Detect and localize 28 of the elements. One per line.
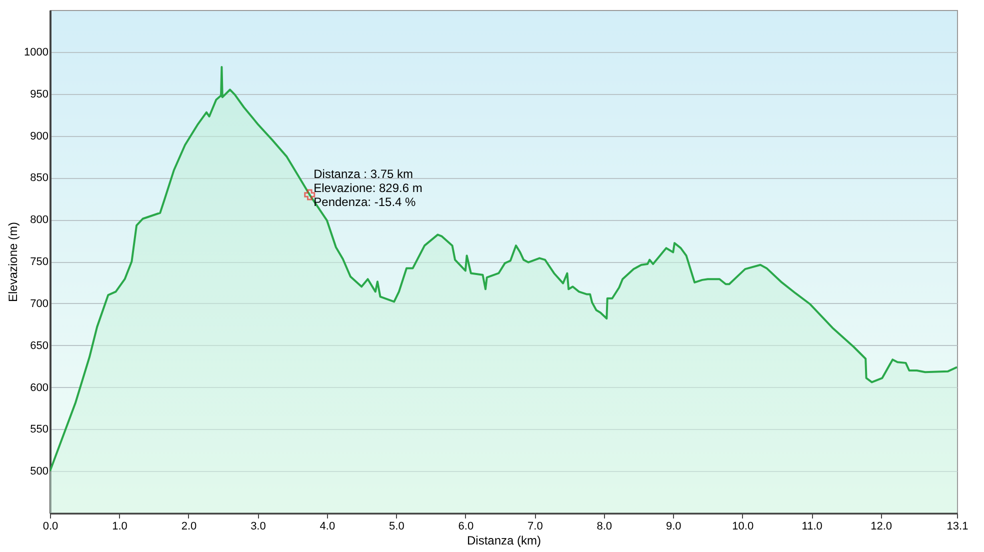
x-tick-label: 9.0 <box>666 520 682 532</box>
x-tick-label: 13.1 <box>946 520 968 532</box>
x-tick-label: 8.0 <box>596 520 612 532</box>
x-tick-label: 0.0 <box>42 520 58 532</box>
x-tick-label: 10.0 <box>732 520 754 532</box>
x-tick-label: 12.0 <box>870 520 892 532</box>
x-axis-title: Distanza (km) <box>466 534 542 548</box>
y-tick-label: 800 <box>30 214 48 226</box>
x-tick-label: 6.0 <box>458 520 474 532</box>
x-tick-label: 3.0 <box>250 520 266 532</box>
y-tick-label: 850 <box>30 172 48 184</box>
x-tick-label: 4.0 <box>320 520 336 532</box>
annotation: Distanza : 3.75 km Elevazione: 829.6 m Pendenza: -15.4 % <box>314 166 422 209</box>
x-tick-label: 2.0 <box>181 520 197 532</box>
y-tick-label: 500 <box>30 466 48 478</box>
y-tick-label: 600 <box>30 382 48 394</box>
y-tick-label: 950 <box>30 88 48 100</box>
y-tick-label: 650 <box>30 340 48 352</box>
y-tick-label: 700 <box>30 298 48 310</box>
y-axis-title: Elevazione (m) <box>6 222 20 302</box>
x-tick-label: 5.0 <box>389 520 404 532</box>
x-tick-label: 11.0 <box>802 520 822 532</box>
y-tick-label: 750 <box>30 256 48 268</box>
x-tick-label: 7.0 <box>528 520 543 532</box>
x-tick-label: 1.0 <box>112 520 128 532</box>
y-tick-label: 1000 <box>24 46 48 58</box>
y-tick-label: 550 <box>30 424 48 436</box>
y-tick-label: 900 <box>30 130 48 142</box>
